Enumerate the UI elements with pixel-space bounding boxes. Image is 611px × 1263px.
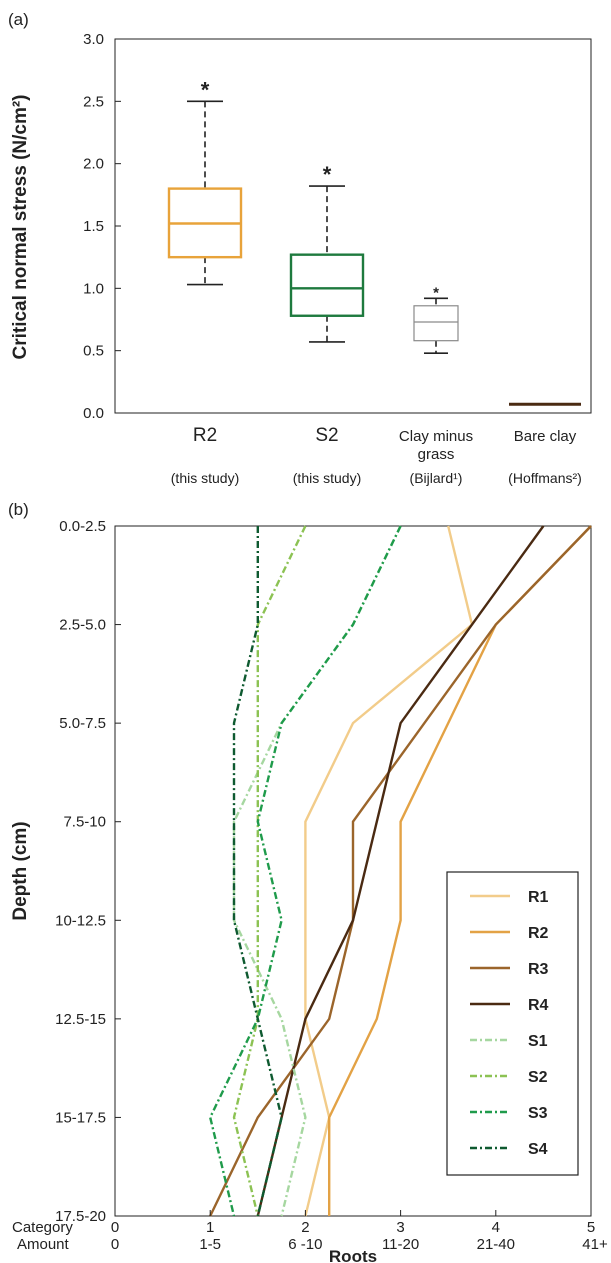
- depth-label: 0.0-2.5: [59, 518, 106, 535]
- legend-label: S4: [528, 1141, 548, 1158]
- series-line-S2: [232, 525, 307, 1217]
- panel-a: (a) 0.0 0.5 1.0 1.5 2.0 2.5 3.0 Critical norma…: [8, 10, 592, 486]
- category-label: S2: [315, 425, 338, 446]
- legend-label: S1: [528, 1033, 548, 1050]
- legend-label: R1: [528, 889, 549, 906]
- legend-label: R2: [528, 925, 549, 942]
- box: [289, 253, 365, 317]
- x-amount-label: 1-5: [199, 1236, 221, 1253]
- depth-label: 15-17.5: [55, 1109, 106, 1126]
- x-category-label: 2: [301, 1219, 309, 1236]
- x-axis-b: 00 11-5 26 -10 311-20 421-40 541+: [111, 1210, 608, 1253]
- boxes-a: * * *: [167, 77, 581, 406]
- category-label: Bare clay: [514, 428, 577, 445]
- x-axis-label-b: Roots: [329, 1247, 377, 1263]
- x-amount-label: 11-20: [382, 1236, 419, 1253]
- depth-label: 2.5-5.0: [59, 617, 106, 634]
- x-category-label: 0: [111, 1219, 119, 1236]
- legend: R1 R2 R3 R4 S1 S2 S3 S4: [446, 871, 579, 1176]
- panel-a-label: (a): [8, 10, 29, 29]
- y-tick-label-a: 2.5: [83, 93, 104, 110]
- y-axis-label-a: Critical normal stress (N/cm²): [10, 94, 31, 359]
- category-label: R2: [193, 425, 217, 446]
- y-axis-b: 0.0-2.5 2.5-5.0 5.0-7.5 7.5-10 10-12.5 12.5-1…: [55, 518, 121, 1225]
- series-line-S3: [208, 525, 402, 1217]
- x-amount-label: 41+: [582, 1236, 608, 1253]
- x-category-label: 3: [396, 1219, 404, 1236]
- box: [413, 305, 459, 342]
- series-line-R3: [209, 525, 592, 1217]
- series-line-S4: [232, 526, 283, 1217]
- legend-label: S3: [528, 1105, 548, 1122]
- series-line-S1: [232, 525, 402, 1217]
- category-source: (Bijlard¹): [410, 470, 463, 486]
- y-tick-label-a: 1.0: [83, 280, 104, 297]
- outlier-marker: *: [201, 77, 210, 102]
- category-source: (Hoffmans²): [508, 470, 582, 486]
- category-source: (this study): [293, 470, 361, 486]
- panel-b: (b) 0.0-2.52.5-5.05.0-7.57.5-1010-12.512…: [8, 500, 608, 1263]
- outlier-marker: *: [323, 162, 332, 187]
- legend-label: S2: [528, 1069, 548, 1086]
- y-tick-label-a: 2.0: [83, 156, 104, 173]
- depth-label: 12.5-15: [55, 1011, 106, 1028]
- x-amount-label: 0: [111, 1236, 119, 1253]
- depth-label: 10-12.5: [55, 912, 106, 929]
- y-tick-label-a: 0.0: [83, 405, 104, 422]
- legend-label: R4: [528, 997, 549, 1014]
- x-row-label-category: Category: [12, 1219, 73, 1236]
- category-label-line2: grass: [418, 446, 455, 463]
- legend-frame: [446, 871, 579, 1176]
- depth-label: 5.0-7.5: [59, 715, 106, 732]
- x-amount-label: 21-40: [477, 1236, 515, 1253]
- x-category-label: 1: [206, 1219, 214, 1236]
- series-line-R1: [304, 525, 474, 1217]
- series-lines-b: [208, 525, 592, 1217]
- outlier-marker: *: [433, 285, 439, 302]
- legend-label: R3: [528, 961, 549, 978]
- series-line-R2: [328, 525, 592, 1216]
- x-axis-a: R2 (this study) S2 (this study) Clay minusgr…: [171, 425, 582, 486]
- x-row-label-amount: Amount: [17, 1236, 70, 1253]
- category-label: Clay minus: [399, 428, 473, 445]
- plot-frame-b: [114, 525, 592, 1217]
- x-category-label: 5: [587, 1219, 595, 1236]
- x-category-label: 4: [492, 1219, 500, 1236]
- y-tick-label-a: 0.5: [83, 343, 104, 360]
- y-axis-label-b: Depth (cm): [10, 821, 31, 920]
- depth-label: 7.5-10: [63, 814, 106, 831]
- y-tick-label-a: 1.5: [83, 218, 104, 235]
- x-amount-label: 6 -10: [288, 1236, 322, 1253]
- category-source: (this study): [171, 470, 239, 486]
- panel-b-label: (b): [8, 500, 29, 519]
- y-axis-a: 0.0 0.5 1.0 1.5 2.0 2.5 3.0: [83, 31, 121, 422]
- series-line-R4: [256, 525, 545, 1217]
- y-tick-label-a: 3.0: [83, 31, 104, 48]
- depth-label: 17.5-20: [55, 1208, 106, 1225]
